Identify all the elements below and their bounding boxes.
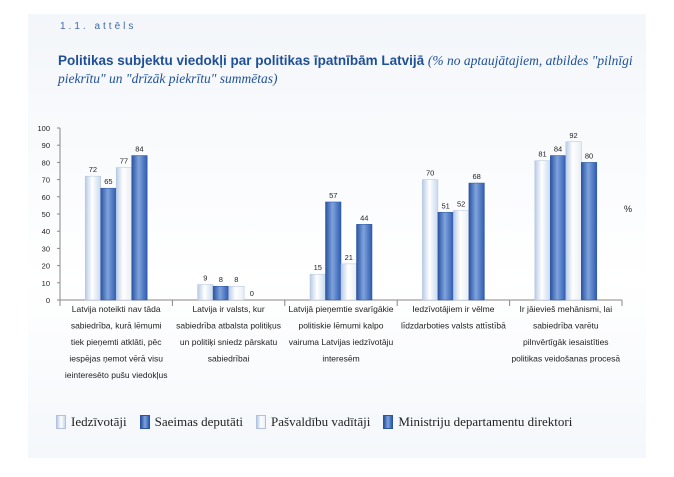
data-label: 9 [203, 274, 207, 283]
x-category-label: vairuma Latvijas iedzīvotāju [289, 337, 394, 347]
bar-ministriju [581, 162, 598, 301]
data-label: 70 [426, 169, 434, 178]
data-label: 68 [472, 172, 480, 181]
chart-title-main: Politikas subjektu viedokļi par politika… [58, 53, 425, 68]
x-category-label: Iedzīvotājiem ir vēlme [412, 304, 494, 314]
data-label: 44 [360, 213, 368, 222]
x-category-label: sabiedrība, kurā lēmumi [71, 321, 162, 331]
bar-pasvaldibu [228, 285, 245, 301]
x-category-label: sabiedrībai [208, 354, 250, 364]
y-tick-label: 60 [42, 193, 50, 202]
legend-swatch [56, 415, 66, 429]
x-category-label: tiek pieņemti atklāti, pēc [71, 337, 162, 347]
x-category-label: politiskie lēmumi kalpo [298, 321, 383, 331]
data-label: 84 [554, 145, 562, 154]
x-category-label: un politiķi sniedz pārskatu [180, 337, 278, 347]
x-category-label: ieinteresēto pušu viedokļus [65, 370, 168, 380]
x-category-label: iespējas ņemot vērā visu [69, 354, 163, 364]
bar-saeimas [100, 187, 117, 301]
y-tick-label: 50 [42, 210, 50, 219]
x-category-label: Ir jāievieš mehānismi, lai [520, 304, 613, 314]
bar-iedzivotaji [309, 273, 326, 301]
y-tick-label: 100 [37, 124, 50, 133]
data-label: 8 [234, 275, 238, 284]
chart-title-subtitle: (% no aptaujātajiem, atbildes "pilnīgi p… [58, 53, 633, 86]
y-tick-label: 80 [42, 158, 50, 167]
x-category-label: politikas veidošanas procesā [511, 354, 620, 364]
data-label: 81 [538, 150, 546, 159]
figure-label: 1.1. attēls [60, 21, 137, 32]
data-label: 84 [135, 145, 143, 154]
y-tick-label: 40 [42, 227, 50, 236]
y-tick-label: 10 [42, 279, 50, 288]
bar-iedzivotaji [534, 160, 551, 301]
bar-iedzivotaji [197, 284, 214, 301]
chart-title: Politikas subjektu viedokļi par politika… [58, 52, 640, 88]
x-category-label: sabiedrība atbalsta politiķus [176, 321, 281, 331]
y-tick-label: 90 [42, 141, 50, 150]
data-label: 0 [250, 289, 254, 298]
data-label: 92 [569, 131, 577, 140]
y-tick-label: 70 [42, 176, 50, 185]
data-label: 65 [104, 177, 112, 186]
data-label: 15 [314, 263, 322, 272]
x-category-label: Latvija noteikti nav tāda [72, 304, 161, 314]
legend-label: Saeimas deputāti [154, 414, 244, 429]
data-label: 52 [457, 200, 465, 209]
bar-pasvaldibu [340, 263, 357, 301]
data-label: 77 [120, 157, 128, 166]
data-label: 8 [219, 275, 223, 284]
x-category-label: pilnvērtīgāk iesaistīties [523, 337, 609, 347]
x-category-label: Latvija ir valsts, kur [192, 304, 264, 314]
bar-pasvaldibu [565, 141, 582, 301]
bar-saeimas [550, 155, 567, 301]
data-label: 80 [585, 151, 593, 160]
legend-item-iedzivotaji: Iedzīvotāji [56, 414, 127, 430]
y-tick-label: 0 [46, 296, 50, 305]
legend-label: Pašvaldību vadītāji [271, 414, 371, 429]
legend-swatch [383, 415, 394, 429]
data-label: 51 [441, 201, 449, 210]
legend-label: Iedzīvotāji [71, 414, 127, 429]
bar-saeimas [212, 285, 229, 301]
legend-swatch [256, 415, 267, 429]
bar-ministriju [131, 155, 148, 301]
bar-saeimas [437, 212, 454, 301]
bar-ministriju [468, 182, 485, 301]
y-axis-unit-label: % [624, 204, 632, 214]
legend-item-ministriju: Ministriju departamentu direktori [383, 414, 572, 430]
bar-pasvaldibu [115, 167, 132, 301]
bar-iedzivotaji [422, 179, 439, 301]
data-label: 21 [345, 253, 353, 262]
bar-iedzivotaji [84, 175, 101, 301]
y-tick-label: 30 [42, 244, 50, 253]
chart-legend: Iedzīvotāji Saeimas deputāti Pašvaldību va… [56, 413, 585, 431]
legend-item-pasvaldibu: Pašvaldību vadītāji [256, 414, 370, 430]
bar-saeimas [325, 201, 342, 301]
x-category-label: sabiedrība varētu [533, 321, 599, 331]
bar-pasvaldibu [453, 210, 470, 301]
data-label: 72 [89, 165, 97, 174]
x-category-label: interesēm [322, 354, 359, 364]
bar-ministriju [356, 224, 373, 301]
x-category-label: līdzdarboties valsts attīstībā [401, 321, 506, 331]
legend-label: Ministriju departamentu direktori [398, 414, 573, 429]
data-label: 57 [329, 191, 337, 200]
legend-swatch [139, 415, 150, 429]
x-category-label: Latvijā pieņemtie svarīgākie [289, 304, 394, 314]
y-tick-label: 20 [42, 262, 50, 271]
legend-item-saeimas: Saeimas deputāti [139, 414, 244, 430]
